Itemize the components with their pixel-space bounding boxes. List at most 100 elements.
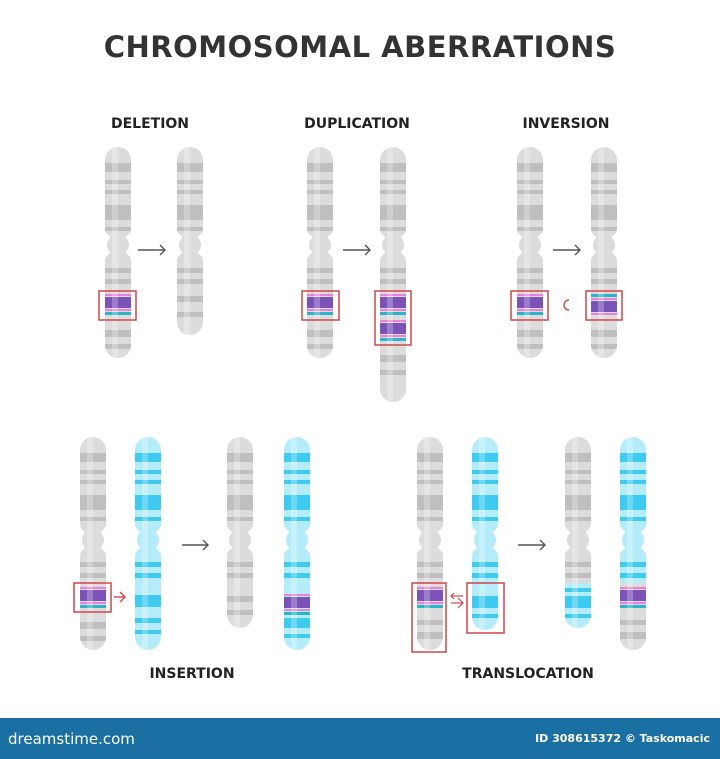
chromosome-band [517, 163, 543, 172]
aberrant-band [307, 309, 333, 311]
chromosome-band [80, 517, 106, 521]
chromosome-band [135, 517, 161, 521]
chromosome-diagram [73, 147, 646, 653]
chromosome-band [135, 595, 161, 607]
aberrant-band [517, 294, 543, 296]
aberrant-band [380, 294, 406, 296]
aberrant-band [307, 297, 333, 308]
footer-bar: dreamstime.com ID 308615372 © Taskomacic [0, 718, 720, 759]
chromosome-band [380, 205, 406, 220]
chromosome-band [227, 610, 253, 615]
chromosome-band [517, 279, 543, 284]
aberrant-band [517, 312, 543, 315]
chromosome-band [105, 190, 131, 194]
chromosome [105, 147, 131, 358]
arrow-head [574, 244, 581, 256]
chromosome [472, 437, 498, 630]
chromosome-band [177, 190, 203, 194]
chromosome-shine [424, 437, 430, 650]
chromosome-body [620, 437, 646, 650]
chromosome-band [284, 470, 310, 474]
chromosome-band [380, 227, 406, 231]
chromosome-band [565, 453, 591, 462]
chromosome-band [472, 562, 498, 567]
chromosome-band [177, 205, 203, 220]
chromosome-band [135, 562, 161, 567]
chromosome [591, 147, 617, 358]
chromosome-band [80, 573, 106, 578]
aberrant-band [380, 338, 406, 341]
aberrant-band [591, 301, 617, 312]
chromosome-band [565, 495, 591, 510]
chromosome-band [417, 562, 443, 567]
chromosome-band [591, 163, 617, 172]
aberrant-band [380, 323, 406, 334]
chromosome-shine [387, 147, 393, 402]
chromosome-band [472, 453, 498, 462]
chromosome-band [80, 562, 106, 567]
chromosome-band [517, 205, 543, 220]
chromosome-band [284, 618, 310, 628]
chromosome-body [565, 437, 591, 628]
chromosome-band [307, 279, 333, 284]
chromosome-band [284, 495, 310, 510]
aberrant-band [620, 602, 646, 604]
chromosome-band [135, 480, 161, 484]
chromosome-band [284, 562, 310, 567]
chromosome-shine [524, 147, 530, 358]
chromosome-band [307, 163, 333, 172]
aberrant-band [417, 587, 443, 589]
chromosome-band [227, 517, 253, 521]
chromosome-band [620, 480, 646, 484]
chromosome-body [227, 437, 253, 628]
aberrant-band [307, 312, 333, 315]
image-credit: ID 308615372 © Taskomacic [535, 732, 710, 745]
chromosome-band [472, 517, 498, 521]
chromosome-shine [627, 437, 633, 650]
chromosome-band [177, 227, 203, 231]
chromosome [565, 437, 591, 628]
chromosome-band [80, 453, 106, 462]
chromosome-band [620, 470, 646, 474]
chromosome-band [80, 470, 106, 474]
chromosome-band [620, 573, 646, 578]
chromosome-band [517, 330, 543, 337]
chromosome-band [307, 344, 333, 349]
chromosome [284, 437, 310, 650]
chromosome-band [105, 330, 131, 337]
chromosome-body [517, 147, 543, 358]
chromosome-band [565, 480, 591, 484]
chromosome-band [135, 470, 161, 474]
chromosome-band [472, 614, 498, 618]
chromosome [307, 147, 333, 358]
chromosome-band [620, 517, 646, 521]
chromosome-band [227, 562, 253, 567]
chromosome-body [177, 147, 203, 335]
chromosome-band [417, 517, 443, 521]
chromosome-band [227, 495, 253, 510]
aberrant-band [80, 602, 106, 604]
chromosome-band [472, 573, 498, 578]
chromosome-band [284, 480, 310, 484]
chromosome-band [177, 180, 203, 184]
aberrant-band [380, 335, 406, 337]
chromosome-band [177, 296, 203, 302]
chromosome-band [307, 205, 333, 220]
chromosome-band [417, 573, 443, 578]
chromosome-band [565, 562, 591, 567]
chromosome-body [380, 147, 406, 402]
aberrant-band [105, 294, 131, 296]
chromosome-band [591, 330, 617, 337]
aberrant-band [307, 294, 333, 296]
brand-logo[interactable]: dreamstime.com [8, 730, 135, 748]
chromosome-band [620, 495, 646, 510]
aberrant-band [417, 590, 443, 601]
chromosome-band [417, 632, 443, 639]
aberrant-band [105, 297, 131, 308]
aberrant-band [80, 590, 106, 601]
aberrant-band [591, 313, 617, 315]
chromosome-body [284, 437, 310, 650]
chromosome-band [565, 470, 591, 474]
chromosome-band [591, 227, 617, 231]
highlight-box [301, 290, 340, 321]
